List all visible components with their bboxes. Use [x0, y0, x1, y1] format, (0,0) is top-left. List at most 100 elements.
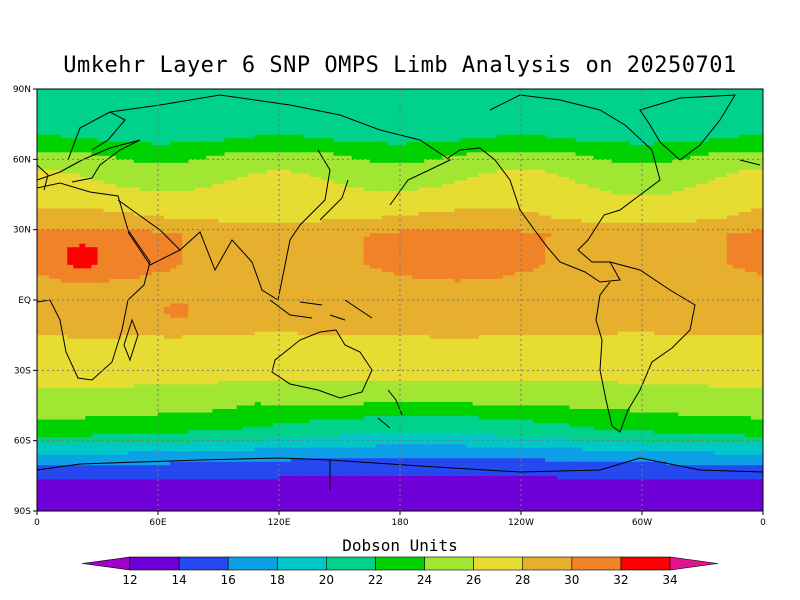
- field-cell: [642, 173, 649, 178]
- field-cell: [200, 89, 207, 94]
- field-cell: [575, 127, 583, 132]
- field-cell: [158, 162, 165, 167]
- field-cell: [363, 117, 371, 122]
- field-cell: [272, 169, 280, 174]
- field-cell: [660, 138, 667, 143]
- field-cell: [85, 145, 93, 150]
- field-cell: [393, 173, 401, 178]
- field-cell: [85, 201, 93, 206]
- field-cell: [158, 198, 165, 203]
- field-cell: [127, 166, 135, 171]
- field-cell: [103, 103, 111, 108]
- field-cell: [563, 145, 570, 150]
- field-cell: [623, 89, 631, 94]
- field-cell: [678, 205, 685, 210]
- field-cell: [406, 103, 413, 108]
- field-cell: [611, 120, 619, 125]
- field-cell: [170, 155, 177, 160]
- field-cell: [279, 124, 286, 129]
- field-cell: [369, 166, 377, 171]
- field-cell: [236, 99, 244, 104]
- field-cell: [642, 138, 649, 143]
- field-cell: [726, 176, 734, 182]
- field-cell: [139, 103, 147, 108]
- field-cell: [484, 141, 492, 146]
- field-cell: [236, 148, 244, 153]
- field-cell: [466, 190, 474, 196]
- field-cell: [605, 222, 613, 227]
- field-cell: [539, 92, 546, 97]
- field-cell: [315, 138, 322, 143]
- field-cell: [133, 134, 141, 139]
- field-cell: [424, 148, 431, 153]
- field-cell: [672, 120, 679, 125]
- field-cell: [623, 155, 631, 160]
- field-cell: [642, 166, 649, 171]
- field-cell: [363, 201, 371, 206]
- field-cell: [242, 103, 250, 108]
- field-cell: [756, 99, 763, 104]
- field-cell: [750, 180, 758, 185]
- field-cell: [212, 212, 220, 217]
- field-cell: [551, 148, 558, 153]
- field-cell: [115, 145, 123, 150]
- field-cell: [569, 106, 577, 111]
- field-cell: [230, 106, 238, 111]
- field-cell: [297, 138, 304, 143]
- field-cell: [496, 117, 504, 122]
- field-cell: [363, 183, 371, 189]
- field-cell: [297, 96, 304, 101]
- field-cell: [303, 131, 310, 136]
- field-cell: [121, 190, 129, 196]
- field-cell: [424, 215, 431, 220]
- field-cell: [85, 166, 93, 171]
- field-cell: [369, 180, 377, 185]
- field-cell: [702, 89, 710, 94]
- field-cell: [43, 127, 50, 132]
- field-cell: [260, 187, 268, 192]
- field-cell: [569, 92, 577, 97]
- field-cell: [97, 152, 105, 157]
- field-cell: [533, 103, 540, 108]
- field-cell: [381, 212, 389, 217]
- field-cell: [43, 106, 50, 111]
- field-cell: [315, 131, 322, 136]
- field-cell: [242, 201, 250, 206]
- field-cell: [85, 212, 93, 217]
- field-cell: [345, 117, 353, 122]
- field-cell: [315, 215, 322, 220]
- field-cell: [182, 219, 189, 224]
- field-cell: [412, 233, 419, 238]
- field-cell: [381, 201, 389, 206]
- field-cell: [121, 159, 129, 164]
- field-cell: [672, 152, 679, 157]
- field-cell: [738, 208, 746, 213]
- field-cell: [557, 131, 564, 136]
- field-cell: [684, 215, 691, 220]
- field-cell: [545, 155, 552, 160]
- field-cell: [285, 159, 292, 164]
- field-cell: [750, 190, 758, 196]
- field-cell: [714, 198, 722, 203]
- field-cell: [478, 148, 486, 153]
- field-cell: [49, 134, 56, 139]
- field-cell: [436, 124, 443, 129]
- field-cell: [514, 226, 522, 231]
- field-cell: [297, 180, 304, 185]
- field-cell: [97, 148, 105, 153]
- field-cell: [339, 162, 347, 167]
- field-cell: [188, 215, 195, 220]
- field-cell: [563, 226, 570, 231]
- field-cell: [418, 198, 425, 203]
- field-cell: [188, 103, 195, 108]
- field-cell: [49, 138, 56, 143]
- field-cell: [448, 110, 456, 115]
- field-cell: [412, 212, 419, 217]
- field-cell: [212, 124, 220, 129]
- field-cell: [291, 113, 298, 118]
- field-cell: [79, 229, 86, 234]
- field-cell: [133, 124, 141, 129]
- field-cell: [460, 173, 468, 178]
- field-cell: [393, 92, 401, 97]
- field-cell: [424, 222, 431, 227]
